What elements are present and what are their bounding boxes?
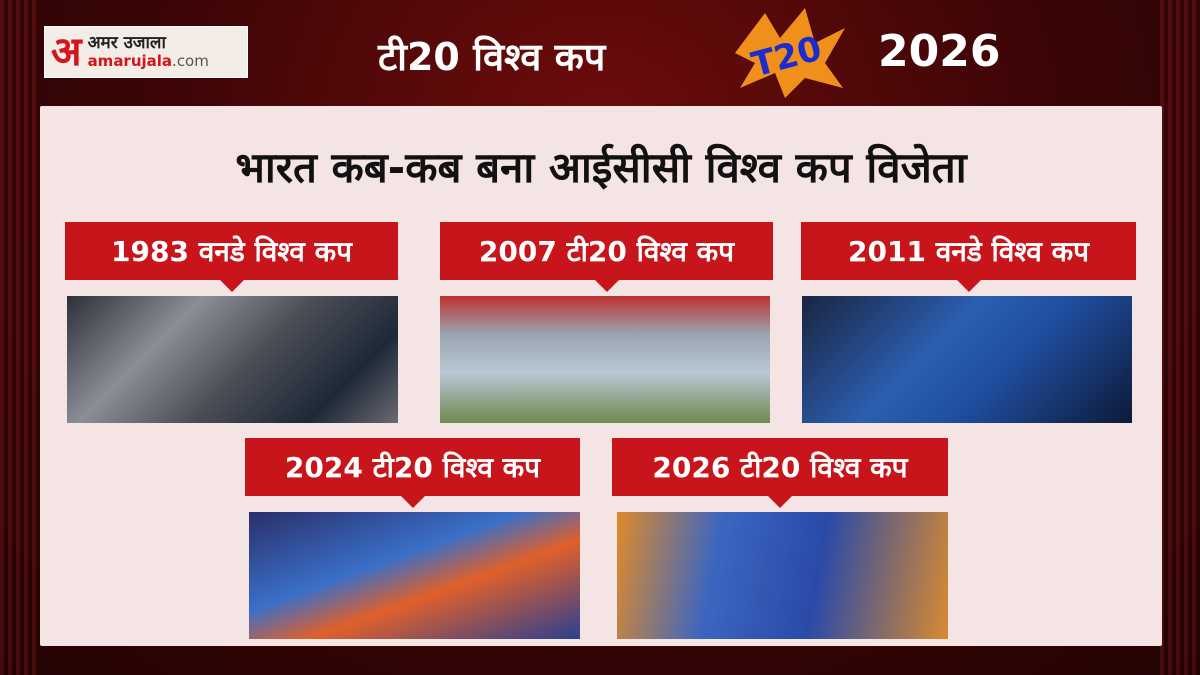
win-label-2024: 2024 टी20 विश्व कप — [245, 438, 580, 508]
win-label-2026: 2026 टी20 विश्व कप — [612, 438, 948, 508]
main-title: भारत कब-कब बना आईसीसी विश्व कप विजेता — [235, 143, 967, 192]
decorative-edge-left — [0, 0, 40, 675]
decorative-edge-right — [1160, 0, 1200, 675]
amarujala-logo[interactable]: अ अमर उजाला amarujala.com — [44, 26, 248, 78]
header-year: 2026 — [878, 26, 1001, 77]
photo-2011-win — [802, 296, 1132, 423]
win-label-2007: 2007 टी20 विश्व कप — [440, 222, 773, 292]
logo-domain: amarujala.com — [87, 52, 209, 71]
photo-2026-win — [617, 512, 948, 639]
photo-2024-win — [249, 512, 580, 639]
photo-1983-win — [67, 296, 398, 423]
win-label-1983: 1983 वनडे विश्व कप — [65, 222, 398, 292]
header-title: टी20 विश्व कप — [378, 35, 606, 79]
logo-glyph: अ — [51, 29, 82, 75]
photo-2007-win — [440, 296, 770, 423]
win-label-2011: 2011 वनडे विश्व कप — [801, 222, 1136, 292]
t20-world-cup-logo: T20 — [735, 8, 845, 98]
logo-name: अमर उजाला — [87, 33, 166, 54]
